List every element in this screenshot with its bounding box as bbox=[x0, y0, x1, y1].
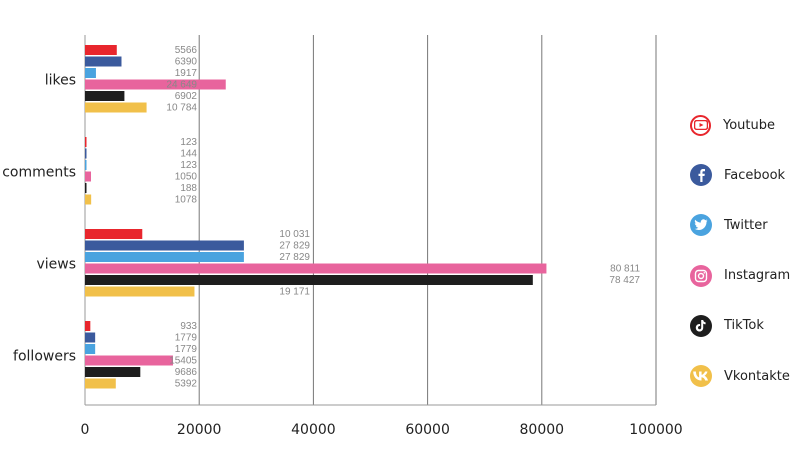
value-label: 5566 bbox=[175, 45, 198, 56]
bar-instagram bbox=[85, 79, 226, 90]
x-tick-label: 100000 bbox=[629, 422, 682, 438]
x-tick-label: 60000 bbox=[405, 422, 450, 438]
value-label: 24 649 bbox=[166, 80, 197, 91]
bar-facebook bbox=[85, 148, 87, 159]
value-label: 80 811 bbox=[610, 264, 640, 275]
bar-vkontakte bbox=[85, 286, 195, 297]
category-label: views bbox=[36, 257, 76, 273]
value-label: 15405 bbox=[169, 356, 197, 367]
bar-facebook bbox=[85, 332, 96, 343]
instagram-icon bbox=[690, 264, 712, 287]
value-label: 1779 bbox=[175, 344, 198, 355]
value-label: 123 bbox=[180, 137, 197, 148]
value-label: 1078 bbox=[175, 195, 198, 206]
value-label: 78 427 bbox=[609, 275, 640, 286]
category-labels: likes comments views followers bbox=[2, 73, 76, 365]
category-label: comments bbox=[2, 165, 76, 181]
value-label: 10 784 bbox=[166, 103, 197, 114]
value-label: 144 bbox=[180, 149, 197, 160]
bar-twitter bbox=[85, 68, 96, 78]
value-label: 188 bbox=[180, 183, 197, 194]
legend: Youtube Facebook Twitter Instagram TikTok Vko… bbox=[690, 100, 800, 401]
value-label: 5392 bbox=[175, 379, 198, 390]
x-tick-label: 40000 bbox=[291, 422, 336, 438]
youtube-icon bbox=[690, 114, 711, 136]
legend-label: Instagram bbox=[724, 268, 791, 284]
bar-tiktok bbox=[85, 91, 125, 101]
bar-instagram bbox=[85, 263, 547, 274]
bar-vkontakte bbox=[85, 194, 92, 205]
bar-tiktok bbox=[85, 367, 141, 377]
value-label: 933 bbox=[180, 321, 197, 332]
value-label: 10 031 bbox=[279, 229, 310, 240]
value-label: 1779 bbox=[175, 333, 198, 344]
value-label: 1050 bbox=[175, 172, 198, 183]
category-label: likes bbox=[45, 73, 76, 89]
x-tick-label: 0 bbox=[81, 422, 90, 438]
legend-label: Twitter bbox=[724, 217, 768, 233]
vk-icon bbox=[690, 365, 712, 388]
bar-facebook bbox=[85, 240, 244, 251]
legend-item-vkontakte: Vkontakte bbox=[690, 351, 800, 401]
bar-youtube bbox=[85, 321, 91, 331]
bar-twitter bbox=[85, 160, 87, 170]
bars bbox=[85, 45, 547, 389]
bar-youtube bbox=[85, 45, 117, 55]
legend-item-instagram: Instagram bbox=[690, 251, 800, 301]
legend-label: Vkontakte bbox=[724, 368, 790, 384]
category-label: followers bbox=[13, 349, 76, 365]
bar-youtube bbox=[85, 229, 143, 239]
legend-label: Youtube bbox=[723, 117, 775, 133]
legend-label: TikTok bbox=[724, 318, 764, 334]
value-label: 27 829 bbox=[279, 252, 310, 263]
legend-label: Facebook bbox=[724, 167, 786, 183]
value-label: 6902 bbox=[175, 91, 198, 102]
tiktok-icon bbox=[690, 314, 712, 337]
legend-item-youtube: Youtube bbox=[690, 100, 800, 150]
x-tick-label: 20000 bbox=[177, 422, 222, 438]
bar-tiktok bbox=[85, 275, 533, 285]
bar-twitter bbox=[85, 344, 96, 354]
value-labels: 5566 123 10 031 933 6390 144 27 829 1779 1917 123… bbox=[166, 45, 640, 390]
gridlines bbox=[84, 35, 657, 406]
bar-youtube bbox=[85, 137, 87, 147]
bar-twitter bbox=[85, 252, 244, 262]
value-label: 19 171 bbox=[279, 287, 310, 298]
x-tick-label: 80000 bbox=[520, 422, 565, 438]
value-label: 9686 bbox=[175, 367, 198, 378]
x-tick-labels: 0 20000 40000 60000 80000 100000 bbox=[81, 422, 683, 438]
value-label: 6390 bbox=[175, 57, 198, 68]
value-label: 27 829 bbox=[279, 241, 310, 252]
bar-instagram bbox=[85, 355, 173, 366]
value-label: 1917 bbox=[175, 68, 198, 79]
bar-instagram bbox=[85, 171, 91, 182]
legend-item-facebook: Facebook bbox=[690, 150, 800, 200]
bar-facebook bbox=[85, 56, 122, 67]
legend-item-twitter: Twitter bbox=[690, 200, 800, 250]
twitter-icon bbox=[690, 214, 712, 237]
bar-vkontakte bbox=[85, 378, 116, 389]
bar-vkontakte bbox=[85, 102, 147, 113]
facebook-icon bbox=[690, 164, 712, 187]
value-label: 123 bbox=[180, 160, 197, 171]
legend-item-tiktok: TikTok bbox=[690, 301, 800, 351]
bar-tiktok bbox=[85, 183, 87, 193]
